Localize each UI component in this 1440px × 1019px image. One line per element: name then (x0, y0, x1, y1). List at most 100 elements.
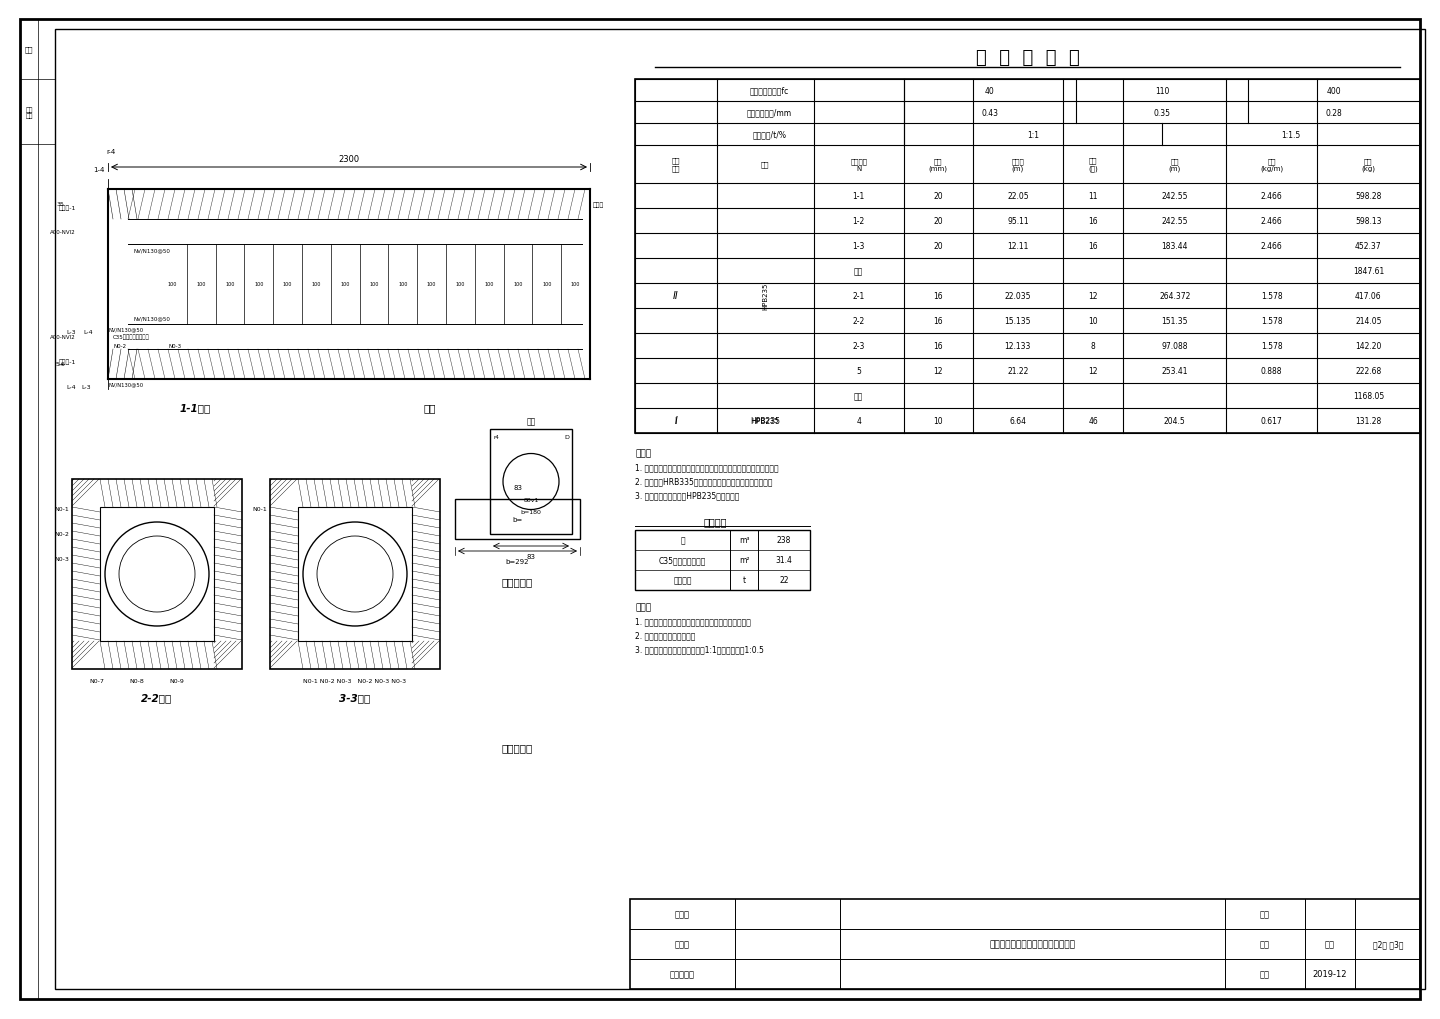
Bar (455, 499, 580, 539)
Text: 22: 22 (779, 576, 789, 585)
Text: L-3: L-3 (81, 385, 91, 390)
Text: 100: 100 (167, 282, 177, 287)
Text: 单根长
(m): 单根长 (m) (1011, 158, 1024, 172)
Text: 242.55: 242.55 (1162, 217, 1188, 226)
Text: 正面: 正面 (423, 403, 436, 413)
Text: 1-2: 1-2 (852, 217, 865, 226)
Text: 83: 83 (527, 553, 536, 559)
Text: 2.466: 2.466 (1261, 217, 1283, 226)
Text: 16: 16 (1089, 217, 1097, 226)
Text: C35钢筋混凝土外套管: C35钢筋混凝土外套管 (112, 334, 150, 339)
Text: 2.466: 2.466 (1261, 192, 1283, 201)
Text: 直径
(mm): 直径 (mm) (929, 158, 948, 172)
Text: 253.41: 253.41 (1162, 367, 1188, 376)
Text: 12.133: 12.133 (1005, 341, 1031, 351)
Text: 附注：: 附注： (635, 448, 651, 458)
Text: 2-3: 2-3 (852, 341, 865, 351)
Text: 备注：: 备注： (635, 602, 651, 611)
Text: r4: r4 (492, 435, 498, 440)
Text: 35: 35 (56, 203, 63, 207)
Text: 1:1.5: 1:1.5 (1282, 130, 1300, 140)
Text: 0.35: 0.35 (1153, 108, 1171, 117)
Text: 复查者: 复查者 (674, 940, 690, 949)
Text: b=180: b=180 (521, 510, 541, 515)
Text: HPB235: HPB235 (762, 282, 768, 310)
Text: 21.22: 21.22 (1007, 367, 1028, 376)
Text: 16: 16 (1089, 242, 1097, 251)
Text: 图号: 图号 (1260, 910, 1270, 918)
Text: 16: 16 (933, 317, 943, 326)
Text: 46: 46 (1089, 417, 1097, 426)
Text: 131.28: 131.28 (1355, 417, 1381, 426)
Text: 1-1剖面: 1-1剖面 (180, 403, 210, 413)
Text: I: I (675, 417, 677, 426)
Text: 31.4: 31.4 (776, 556, 792, 565)
Text: NV/N130@50: NV/N130@50 (132, 316, 170, 321)
Text: 水平外套管与低孔道按纵截面布置图: 水平外套管与低孔道按纵截面布置图 (989, 940, 1076, 949)
Text: 12.11: 12.11 (1007, 242, 1028, 251)
Text: 417.06: 417.06 (1355, 291, 1382, 301)
Text: 小计: 小计 (854, 391, 864, 400)
Text: 3-3剖面: 3-3剖面 (340, 692, 370, 702)
Text: N0-1 N0-2 N0-3   N0-2 N0-3 N0-3: N0-1 N0-2 N0-3 N0-2 N0-3 N0-3 (304, 679, 406, 684)
Text: 12: 12 (1089, 367, 1097, 376)
Text: m²: m² (739, 556, 749, 565)
Text: 214.05: 214.05 (1355, 317, 1381, 326)
Text: 比例: 比例 (1260, 940, 1270, 949)
Text: 183.44: 183.44 (1162, 242, 1188, 251)
Text: 11: 11 (1089, 192, 1097, 201)
Text: 20: 20 (933, 192, 943, 201)
Text: 12: 12 (1089, 291, 1097, 301)
Text: 2019-12: 2019-12 (1313, 969, 1348, 978)
Text: N0-3: N0-3 (168, 344, 181, 350)
Text: 3. 【混凝钢板主箍采用HPB235钢筋设计。: 3. 【混凝钢板主箍采用HPB235钢筋设计。 (635, 490, 739, 499)
Text: 1.578: 1.578 (1261, 291, 1283, 301)
Text: 242.55: 242.55 (1162, 192, 1188, 201)
Text: 总长
(m): 总长 (m) (1169, 158, 1181, 172)
Text: 204.5: 204.5 (1164, 417, 1185, 426)
Text: NV/N130@50: NV/N130@50 (108, 327, 143, 332)
Text: t: t (743, 576, 746, 585)
Text: 2-2剖面: 2-2剖面 (141, 692, 173, 702)
Text: N0-2: N0-2 (55, 532, 69, 537)
Text: 100: 100 (196, 282, 206, 287)
Text: 100: 100 (225, 282, 235, 287)
Text: 1.578: 1.578 (1261, 341, 1283, 351)
Text: 97.088: 97.088 (1162, 341, 1188, 351)
Text: N0-8: N0-8 (130, 679, 144, 684)
Text: A00-NVI2: A00-NVI2 (50, 229, 76, 234)
Text: 12: 12 (933, 367, 943, 376)
Text: 16: 16 (933, 291, 943, 301)
Text: 混凝土保护层/mm: 混凝土保护层/mm (747, 108, 792, 117)
Text: 110: 110 (1155, 87, 1169, 96)
Text: 2. 钢筋密钢采用标准钢筋。: 2. 钢筋密钢采用标准钢筋。 (635, 631, 696, 639)
Text: 2-1: 2-1 (852, 291, 865, 301)
Text: 1168.05: 1168.05 (1352, 391, 1384, 400)
Text: 452.37: 452.37 (1355, 242, 1382, 251)
Text: m³: m³ (739, 536, 749, 545)
Text: 复查
意见: 复查 意见 (26, 107, 33, 119)
Text: 3. 表孕纵截数量系统荷载设定为1:1，纵截截设计1:0.5: 3. 表孕纵截数量系统荷载设定为1:1，纵截截设计1:0.5 (635, 644, 763, 653)
Text: 100: 100 (397, 282, 408, 287)
Bar (72, 480, 242, 669)
Text: 238: 238 (776, 536, 791, 545)
Bar (271, 480, 441, 669)
Text: 1. 表列钢筋数量为水平管外套管一孔的数量，每孔计算根数及数量。: 1. 表列钢筋数量为水平管外套管一孔的数量，每孔计算根数及数量。 (635, 463, 779, 472)
Text: 100: 100 (369, 282, 379, 287)
Text: NV/N130@50: NV/N130@50 (108, 382, 143, 387)
Text: NV/N130@50: NV/N130@50 (132, 249, 170, 254)
Text: 400: 400 (1326, 87, 1341, 96)
Text: 100: 100 (570, 282, 580, 287)
Text: 断面大样图: 断面大样图 (503, 742, 533, 752)
Text: 钢外管-1: 钢外管-1 (59, 205, 76, 211)
Text: 质量
(kg): 质量 (kg) (1361, 158, 1375, 172)
Text: 2. 主箍采用HRB335螺旋钢筋（承载荷压管水类型）设计。: 2. 主箍采用HRB335螺旋钢筋（承载荷压管水类型）设计。 (635, 477, 772, 485)
Text: 根数
(根): 根数 (根) (1089, 158, 1097, 172)
Text: 10: 10 (1089, 317, 1097, 326)
Text: 5.6: 5.6 (55, 362, 65, 367)
Text: 20: 20 (933, 217, 943, 226)
Text: 图号: 图号 (24, 47, 33, 53)
Text: 100: 100 (253, 282, 264, 287)
Text: 日期: 日期 (1260, 969, 1270, 978)
Text: 95.11: 95.11 (1007, 217, 1028, 226)
